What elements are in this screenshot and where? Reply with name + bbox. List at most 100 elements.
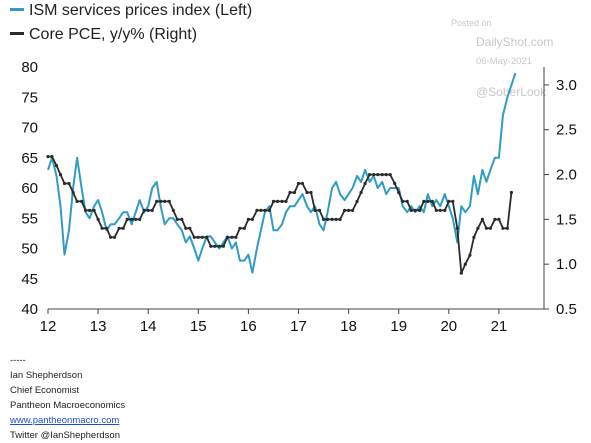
pce-data-point — [334, 217, 338, 221]
pce-data-point — [213, 244, 217, 248]
pce-data-point — [192, 235, 196, 239]
pce-data-point — [422, 199, 426, 203]
pce-data-point — [451, 199, 455, 203]
pce-data-point — [250, 217, 254, 221]
pce-data-point — [105, 226, 109, 230]
chart: 40 45 50 55 60 65 70 75 80 0.5 1.0 1.5 2.0 2.5 3.0 12 13… — [21, 59, 577, 335]
pce-data-point — [117, 226, 121, 230]
pce-data-point — [209, 244, 213, 248]
pce-data-point — [443, 208, 447, 212]
pce-data-point — [159, 199, 163, 203]
pce-data-point — [155, 199, 159, 203]
pce-data-point — [347, 208, 351, 212]
y-left-tick-label: 60 — [21, 180, 38, 197]
pce-data-point — [234, 235, 238, 239]
pce-data-point — [230, 235, 234, 239]
pce-data-point — [413, 208, 417, 212]
footer-divider: ----- — [10, 355, 26, 366]
pce-data-point — [313, 208, 317, 212]
pce-data-point — [380, 173, 384, 177]
pce-data-point — [58, 173, 63, 177]
pce-data-point — [255, 208, 259, 212]
x-tick-label: 21 — [491, 318, 508, 335]
pce-data-point — [296, 181, 301, 186]
ism-series-line — [47, 72, 517, 274]
pce-data-point — [130, 217, 134, 221]
pce-data-point — [200, 235, 204, 239]
pce-data-point — [351, 208, 355, 212]
pce-data-point — [368, 173, 372, 177]
y-left-tick-label: 45 — [21, 271, 38, 288]
pce-data-point — [372, 173, 376, 177]
pce-data-point — [171, 208, 175, 212]
pce-data-point — [188, 226, 192, 230]
pce-data-point — [292, 190, 297, 195]
x-tick-label: 19 — [390, 318, 407, 335]
pce-data-point — [75, 199, 79, 203]
pce-data-point — [138, 217, 142, 221]
pce-data-point — [50, 155, 54, 159]
legend-label-pce: Core PCE, y/y% (Right) — [29, 26, 198, 43]
pce-data-point — [434, 208, 438, 212]
legend-swatch-ism — [10, 8, 24, 12]
pce-data-point — [246, 217, 250, 221]
pce-data-point — [384, 173, 388, 177]
pce-data-point — [309, 190, 313, 195]
pce-data-point — [484, 226, 488, 230]
footer-website-link[interactable]: www.pantheonmacro.com — [10, 415, 120, 426]
footer-twitter: Twitter @IanShepherdson — [10, 430, 120, 441]
footer-company: Pantheon Macroeconomics — [10, 400, 126, 411]
pce-data-point — [88, 208, 92, 212]
x-tick-label: 15 — [190, 318, 207, 335]
pce-data-point — [100, 226, 104, 230]
x-tick-label: 18 — [340, 318, 357, 335]
pce-data-point — [146, 208, 150, 212]
pce-data-point — [167, 199, 171, 203]
legend-swatch-pce — [10, 32, 24, 36]
pce-data-point — [326, 217, 330, 221]
pce-data-point — [242, 226, 246, 230]
pce-data-point — [67, 181, 71, 186]
pce-data-point — [80, 199, 84, 203]
y-right-tick-label: 2.5 — [556, 122, 577, 139]
x-tick-label: 17 — [290, 318, 307, 335]
y-left-tick-label: 50 — [21, 241, 38, 258]
y-right-tick-label: 0.5 — [556, 301, 577, 318]
y-left-tick-label: 75 — [21, 89, 38, 106]
pce-data-point — [455, 226, 459, 230]
pce-data-point — [405, 199, 409, 203]
watermark-date: 06-May-2021 — [476, 56, 532, 67]
pce-data-point — [338, 217, 342, 221]
pce-data-point — [221, 244, 225, 248]
pce-data-point — [96, 217, 100, 221]
x-tick-label: 20 — [440, 318, 457, 335]
pce-data-point — [71, 190, 75, 195]
y-left-tick-label: 55 — [21, 210, 38, 227]
pce-data-point — [271, 199, 276, 203]
pce-data-point — [238, 226, 242, 230]
y-right-tick-label: 1.0 — [556, 256, 577, 273]
pce-data-point — [305, 190, 309, 195]
pce-series-line — [48, 155, 513, 275]
pce-data-point — [54, 164, 59, 168]
pce-data-point — [217, 244, 221, 248]
pce-data-point — [150, 208, 154, 212]
pce-data-point — [142, 208, 146, 212]
footer: ----- Ian Shepherdson Chief Economist Pa… — [10, 353, 125, 443]
x-tick-label: 12 — [40, 318, 57, 335]
pce-data-point — [280, 199, 284, 203]
pce-data-point — [468, 253, 472, 257]
pce-data-point — [438, 208, 442, 212]
pce-data-point — [259, 208, 263, 212]
x-tick-label: 14 — [140, 318, 157, 335]
x-tick-label: 13 — [90, 318, 107, 335]
pce-data-point — [509, 190, 513, 195]
pce-data-point — [426, 199, 430, 203]
pce-data-point — [480, 217, 484, 221]
x-tick-label: 16 — [240, 318, 257, 335]
legend-item-pce: Core PCE, y/y% (Right) — [10, 26, 197, 44]
legend-label-ism: ISM services prices index (Left) — [29, 2, 253, 19]
pce-data-point — [363, 181, 367, 186]
y-left-tick-label: 40 — [21, 301, 38, 318]
pce-data-point — [109, 235, 113, 239]
